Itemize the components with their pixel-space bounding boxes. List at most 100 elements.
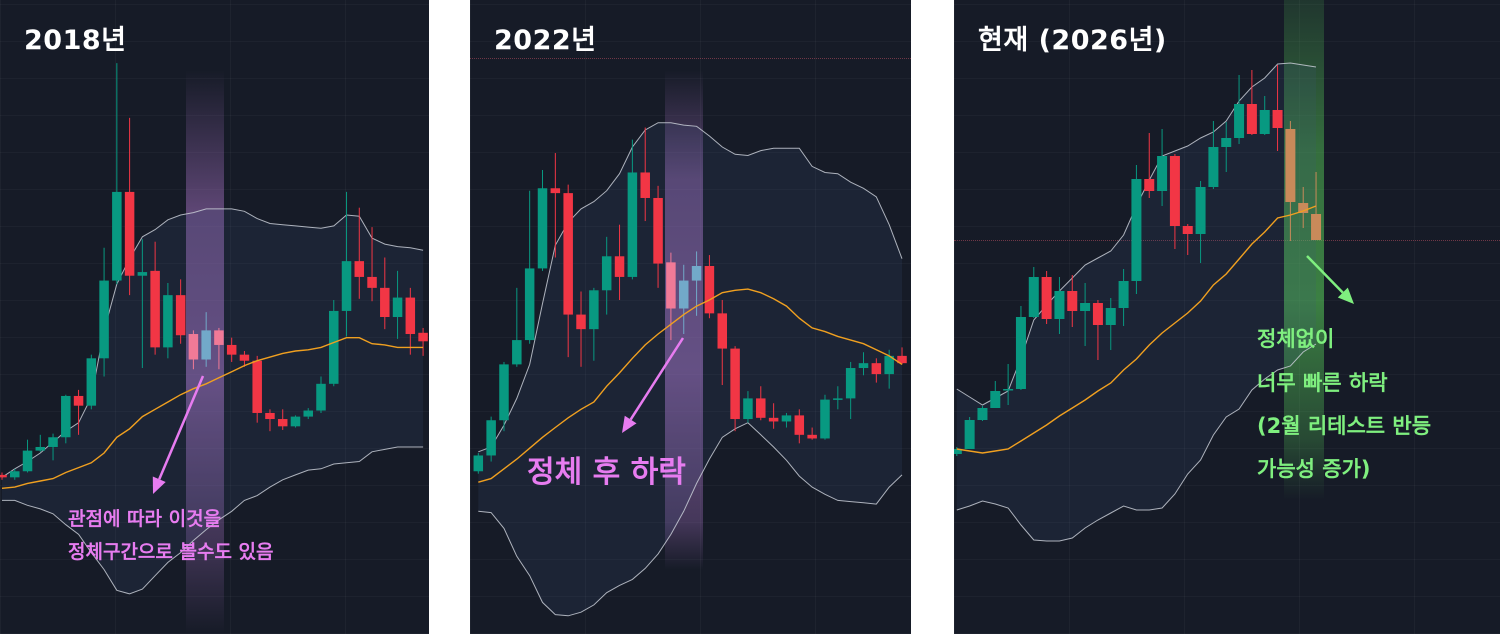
candle (512, 287, 522, 367)
candle-body (1105, 308, 1116, 325)
candle (1157, 129, 1168, 206)
candle (1246, 70, 1257, 135)
candle-body (1259, 110, 1270, 134)
candle-body (614, 256, 625, 277)
candle (833, 386, 843, 410)
candle-body (563, 193, 573, 315)
candle (768, 403, 779, 429)
candle-body (1131, 179, 1142, 281)
candle-body (807, 434, 817, 439)
candle (61, 394, 71, 444)
candle-body (884, 355, 894, 375)
candle-body (717, 313, 728, 349)
candle (73, 389, 84, 435)
candle-body (977, 408, 988, 420)
candle-body (756, 398, 766, 418)
candle-body (405, 297, 416, 335)
candle-body (1054, 291, 1065, 319)
candle (537, 170, 548, 271)
candle (163, 283, 173, 359)
candle (563, 184, 573, 358)
candle-body (86, 358, 97, 406)
candle-body (833, 398, 843, 400)
candle-body (1041, 277, 1052, 319)
candle-body (537, 188, 548, 269)
candle (743, 391, 753, 423)
candle-body (1246, 104, 1257, 134)
bollinger-lower-line (2, 446, 424, 595)
candle-body (473, 455, 484, 472)
candle (820, 394, 830, 440)
candle-body (303, 410, 313, 417)
candle (781, 412, 792, 428)
price-level-line (954, 240, 1500, 241)
fast-drop-zone-highlight (1284, 0, 1324, 500)
candle (1234, 75, 1245, 144)
candle-body (22, 450, 33, 472)
candle-body (871, 363, 882, 375)
candle (550, 153, 561, 258)
candle-body (1015, 317, 1026, 389)
candle-body (163, 295, 173, 348)
bollinger-middle-line (1, 337, 424, 489)
candle (473, 453, 484, 474)
candle-body (265, 412, 275, 420)
candle (1272, 65, 1283, 151)
candle (1298, 187, 1309, 228)
arrow-icon (1306, 255, 1344, 294)
candlestick-chart (0, 63, 428, 595)
candle (290, 415, 301, 428)
arrowhead-icon (1337, 287, 1354, 304)
bollinger-band-fill (478, 122, 902, 616)
candle (845, 361, 856, 420)
candle (1169, 154, 1180, 249)
candle-body (1157, 156, 1168, 191)
candle (35, 434, 46, 452)
candle-body (188, 334, 199, 360)
candle-body (239, 354, 250, 361)
candle (405, 287, 416, 355)
candle (367, 227, 377, 302)
candle (666, 252, 676, 341)
candle (392, 270, 403, 339)
candle (730, 346, 740, 432)
candle (627, 139, 638, 280)
candle (1208, 121, 1219, 189)
candle (10, 468, 20, 480)
bollinger-lower-line (956, 343, 1317, 542)
annotation-line: 정체없이 (1257, 327, 1335, 351)
candle (897, 347, 907, 365)
candle (150, 241, 160, 355)
candle-body (175, 295, 186, 336)
candle (858, 352, 869, 376)
candle-body (1298, 203, 1309, 213)
candle-body (1169, 156, 1180, 226)
candle (1221, 122, 1232, 172)
candle (576, 291, 586, 367)
candle (112, 63, 122, 285)
candle (124, 117, 135, 296)
candle-body (499, 364, 509, 421)
candle-body (1234, 104, 1245, 138)
candle-body (354, 261, 365, 277)
candle-body (10, 471, 20, 478)
candle (589, 287, 599, 361)
candle (1067, 275, 1078, 327)
candle (1003, 364, 1014, 405)
candlestick-chart (473, 122, 907, 617)
candle (226, 337, 237, 362)
candle (990, 381, 1001, 408)
candle-body (1221, 138, 1232, 147)
candle-body (1118, 281, 1129, 308)
candle (717, 300, 728, 386)
candle (977, 406, 988, 421)
candle (1259, 96, 1270, 135)
candle-body (316, 383, 326, 411)
candle (1092, 300, 1103, 360)
candle-body (201, 330, 211, 360)
candle-body (112, 191, 122, 281)
candle (871, 358, 882, 383)
candle (1041, 271, 1052, 324)
candle (1054, 277, 1065, 334)
bollinger-upper-line (1, 208, 424, 478)
